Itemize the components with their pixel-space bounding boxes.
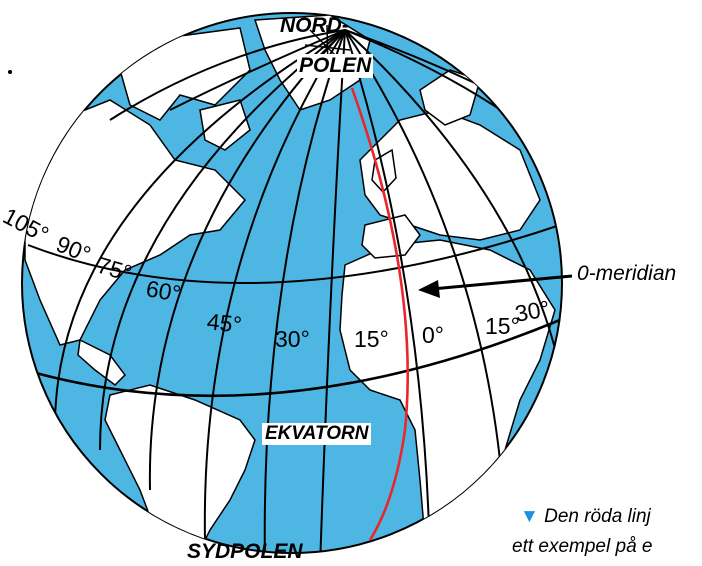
north-america: [24, 99, 247, 346]
longitude-label-60: 60°: [144, 275, 183, 307]
meridian-line: [169, 29, 346, 111]
meridian-line: [148, 29, 346, 491]
caption-line2: ett exempel på e: [512, 536, 653, 557]
north-pole-label-line2: POLEN: [297, 54, 374, 78]
south-pole-label: SYDPOLEN: [187, 540, 303, 563]
meridian-line: [54, 29, 346, 421]
caption-marker-icon: ▼: [520, 506, 539, 527]
caption-text-1: Den röda linj: [544, 506, 651, 527]
longitude-label-0: 0°: [422, 322, 444, 348]
longitude-label-30w: 30°: [275, 326, 310, 352]
meridian-arrow-line: [431, 274, 573, 291]
equator-line: [24, 318, 561, 398]
caption-line1: ▼ Den röda linj: [520, 506, 651, 528]
meridians: [54, 29, 562, 553]
prime-meridian-red: [350, 87, 409, 541]
equator-label: EKVATORN: [262, 423, 372, 445]
latitude-line: [27, 224, 561, 285]
meridian-line: [263, 29, 346, 553]
meridian-line: [344, 29, 431, 553]
meridian-line: [319, 29, 346, 553]
baffin-island: [199, 99, 251, 151]
landmasses: [24, 14, 556, 553]
south-america: [104, 384, 256, 553]
meridian-callout-label: 0-meridian: [577, 262, 677, 285]
small-dot: [8, 70, 12, 74]
longitude-label-15e: 15°: [485, 313, 520, 339]
north-pole-label-line1: NORD-: [280, 14, 349, 37]
meridian-line: [109, 29, 346, 121]
iberia: [361, 214, 421, 259]
meridian-arrow-head: [418, 280, 440, 298]
longitude-label-45: 45°: [205, 308, 244, 338]
meridian-line: [203, 29, 346, 541]
longitude-label-15w: 15°: [354, 326, 389, 352]
meridian-line: [344, 29, 506, 521]
scandinavia: [419, 69, 481, 126]
